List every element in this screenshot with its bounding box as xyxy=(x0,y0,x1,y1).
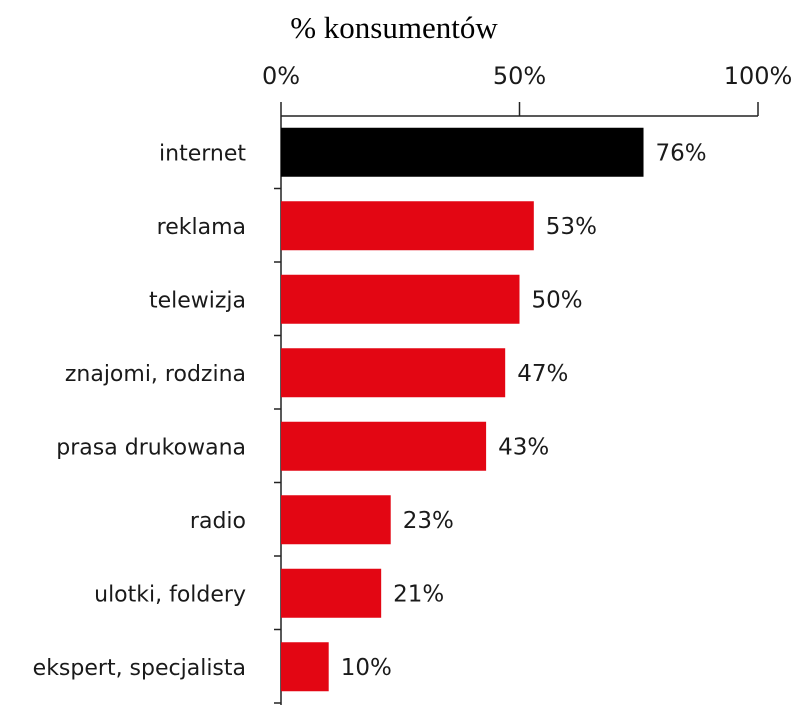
value-label: 10% xyxy=(341,655,392,681)
value-label: 21% xyxy=(393,581,444,607)
category-label: ekspert, specjalista xyxy=(33,656,246,681)
labels-layer: internet 76% reklama 53% telewizja 50% znajomi… xyxy=(33,140,707,681)
category-label: znajomi, rodzina xyxy=(65,362,246,387)
bar-7 xyxy=(281,642,329,692)
chart-title: % konsumentów xyxy=(290,10,498,45)
bars-layer xyxy=(281,127,644,692)
bar-2 xyxy=(281,274,520,324)
x-tick-label: 0% xyxy=(262,62,300,90)
value-label: 43% xyxy=(498,434,549,460)
category-label: internet xyxy=(159,141,246,166)
bar-3 xyxy=(281,348,506,398)
category-label: prasa drukowana xyxy=(56,435,246,460)
value-label: 23% xyxy=(403,508,454,534)
value-label: 50% xyxy=(532,287,583,313)
value-label: 47% xyxy=(517,361,568,387)
value-label: 53% xyxy=(546,214,597,240)
category-label: telewizja xyxy=(149,288,246,313)
bar-6 xyxy=(281,568,382,618)
x-tick-label: 100% xyxy=(724,62,793,90)
category-label: radio xyxy=(190,509,246,534)
bar-4 xyxy=(281,421,487,471)
bar-0 xyxy=(281,127,644,177)
category-label: ulotki, foldery xyxy=(94,582,246,607)
value-label: 76% xyxy=(656,140,707,166)
x-tick-label: 50% xyxy=(493,62,546,90)
bar-1 xyxy=(281,201,534,251)
bar-5 xyxy=(281,495,391,545)
category-label: reklama xyxy=(157,215,246,240)
